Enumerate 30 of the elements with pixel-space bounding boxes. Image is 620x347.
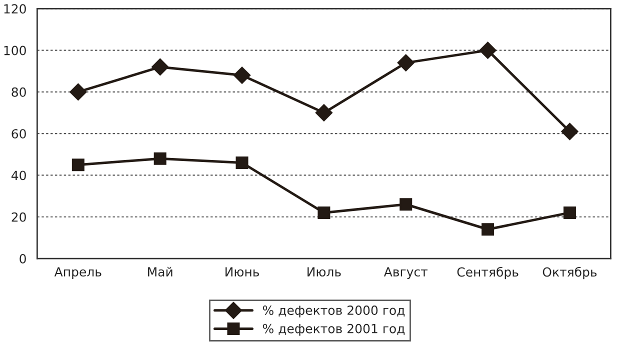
point: [72, 158, 84, 172]
y-tick-label: 80: [12, 87, 26, 97]
x-tick-label: Июнь: [226, 267, 259, 277]
x-tick-label: Август: [384, 267, 428, 279]
point: [400, 198, 412, 211]
point: [233, 66, 251, 84]
point: [152, 58, 169, 76]
y-tick-label: 60: [12, 129, 26, 139]
y-tick-label: 120: [4, 4, 26, 14]
y-tick-label: 0: [20, 254, 26, 264]
point: [154, 152, 166, 165]
legend-label: % дефектов 2001 год: [262, 324, 405, 336]
point: [315, 104, 332, 122]
point: [479, 42, 496, 59]
point: [397, 54, 414, 72]
x-tick-label: Октябрь: [542, 266, 597, 280]
x-tick-label: Апрель: [54, 267, 102, 279]
legend-label: % дефектов 2000 год: [262, 306, 405, 318]
x-tick-label: Июль: [308, 267, 341, 277]
y-tick-label: 100: [4, 46, 26, 56]
y-tick-label: 20: [12, 212, 26, 222]
x-tick-label: Сентябрь: [457, 266, 518, 280]
point: [318, 206, 330, 219]
point: [236, 156, 248, 169]
point: [70, 83, 87, 101]
point: [482, 223, 494, 236]
x-tick-label: Май: [148, 266, 172, 277]
point: [561, 122, 578, 140]
y-tick-label: 40: [11, 170, 26, 180]
point: [563, 206, 576, 219]
